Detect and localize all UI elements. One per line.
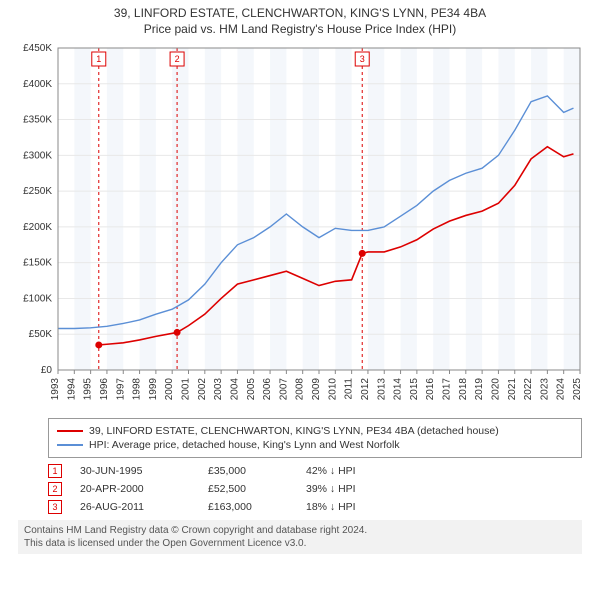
svg-text:1997: 1997	[115, 378, 126, 401]
legend-item: HPI: Average price, detached house, King…	[57, 439, 573, 451]
sale-number-box: 2	[48, 482, 62, 496]
svg-text:£100K: £100K	[23, 293, 52, 304]
svg-text:2005: 2005	[246, 378, 257, 401]
sale-price: £52,500	[208, 483, 288, 495]
svg-text:£250K: £250K	[23, 186, 52, 197]
svg-text:2024: 2024	[556, 378, 567, 401]
title-address: 39, LINFORD ESTATE, CLENCHWARTON, KING'S…	[10, 6, 590, 20]
footer-line: This data is licensed under the Open Gov…	[24, 537, 576, 550]
svg-text:3: 3	[360, 54, 365, 64]
svg-text:1998: 1998	[132, 378, 143, 401]
sale-price: £35,000	[208, 465, 288, 477]
svg-text:£0: £0	[41, 365, 53, 376]
svg-text:2010: 2010	[327, 378, 338, 401]
svg-text:£400K: £400K	[23, 79, 52, 90]
svg-text:1996: 1996	[99, 378, 110, 401]
title-block: 39, LINFORD ESTATE, CLENCHWARTON, KING'S…	[0, 0, 600, 40]
sale-date: 30-JUN-1995	[80, 465, 190, 477]
svg-text:£450K: £450K	[23, 43, 52, 54]
sales-table: 1 30-JUN-1995 £35,000 42% ↓ HPI 2 20-APR…	[48, 464, 582, 514]
sale-row: 1 30-JUN-1995 £35,000 42% ↓ HPI	[48, 464, 582, 478]
svg-text:2021: 2021	[507, 378, 518, 401]
svg-text:2004: 2004	[229, 378, 240, 401]
svg-text:2018: 2018	[458, 378, 469, 401]
svg-text:£300K: £300K	[23, 150, 52, 161]
svg-text:2001: 2001	[181, 378, 192, 401]
svg-text:2020: 2020	[490, 378, 501, 401]
svg-text:£150K: £150K	[23, 258, 52, 269]
svg-text:2022: 2022	[523, 378, 534, 401]
svg-text:2009: 2009	[311, 378, 322, 401]
title-subtitle: Price paid vs. HM Land Registry's House …	[10, 22, 590, 36]
sale-row: 3 26-AUG-2011 £163,000 18% ↓ HPI	[48, 500, 582, 514]
svg-text:1999: 1999	[148, 378, 159, 401]
svg-text:2023: 2023	[539, 378, 550, 401]
svg-text:2008: 2008	[295, 378, 306, 401]
legend-item: 39, LINFORD ESTATE, CLENCHWARTON, KING'S…	[57, 425, 573, 437]
svg-text:2019: 2019	[474, 378, 485, 401]
svg-text:2000: 2000	[164, 378, 175, 401]
svg-text:2016: 2016	[425, 378, 436, 401]
svg-text:2003: 2003	[213, 378, 224, 401]
sale-pct: 42% ↓ HPI	[306, 465, 406, 477]
svg-text:1: 1	[96, 54, 101, 64]
legend-swatch	[57, 430, 83, 432]
svg-text:2002: 2002	[197, 378, 208, 401]
svg-text:£350K: £350K	[23, 115, 52, 126]
chart-svg: £0 £50K £100K £150K £200K £250K £300K £350K £400…	[10, 40, 590, 410]
svg-text:2015: 2015	[409, 378, 420, 401]
sale-date: 26-AUG-2011	[80, 501, 190, 513]
svg-text:2017: 2017	[442, 378, 453, 401]
svg-text:2025: 2025	[572, 378, 583, 401]
chart-area: £0 £50K £100K £150K £200K £250K £300K £350K £400…	[10, 40, 590, 410]
legend-swatch	[57, 444, 83, 446]
legend: 39, LINFORD ESTATE, CLENCHWARTON, KING'S…	[48, 418, 582, 458]
svg-text:2012: 2012	[360, 378, 371, 401]
svg-text:£50K: £50K	[29, 329, 53, 340]
sale-number-box: 3	[48, 500, 62, 514]
sale-pct: 39% ↓ HPI	[306, 483, 406, 495]
svg-text:2013: 2013	[376, 378, 387, 401]
sale-price: £163,000	[208, 501, 288, 513]
svg-text:£200K: £200K	[23, 222, 52, 233]
svg-text:2007: 2007	[278, 378, 289, 401]
legend-label: 39, LINFORD ESTATE, CLENCHWARTON, KING'S…	[89, 425, 499, 437]
svg-text:2011: 2011	[344, 378, 355, 400]
sale-number-box: 1	[48, 464, 62, 478]
svg-text:1994: 1994	[66, 378, 77, 401]
sale-pct: 18% ↓ HPI	[306, 501, 406, 513]
sale-date: 20-APR-2000	[80, 483, 190, 495]
svg-text:2014: 2014	[393, 378, 404, 401]
sale-row: 2 20-APR-2000 £52,500 39% ↓ HPI	[48, 482, 582, 496]
footer-line: Contains HM Land Registry data © Crown c…	[24, 524, 576, 537]
svg-text:2: 2	[175, 54, 180, 64]
chart-container: 39, LINFORD ESTATE, CLENCHWARTON, KING'S…	[0, 0, 600, 590]
footer: Contains HM Land Registry data © Crown c…	[18, 520, 582, 554]
svg-text:1993: 1993	[50, 378, 61, 401]
svg-text:1995: 1995	[83, 378, 94, 401]
legend-label: HPI: Average price, detached house, King…	[89, 439, 400, 451]
svg-text:2006: 2006	[262, 378, 273, 401]
